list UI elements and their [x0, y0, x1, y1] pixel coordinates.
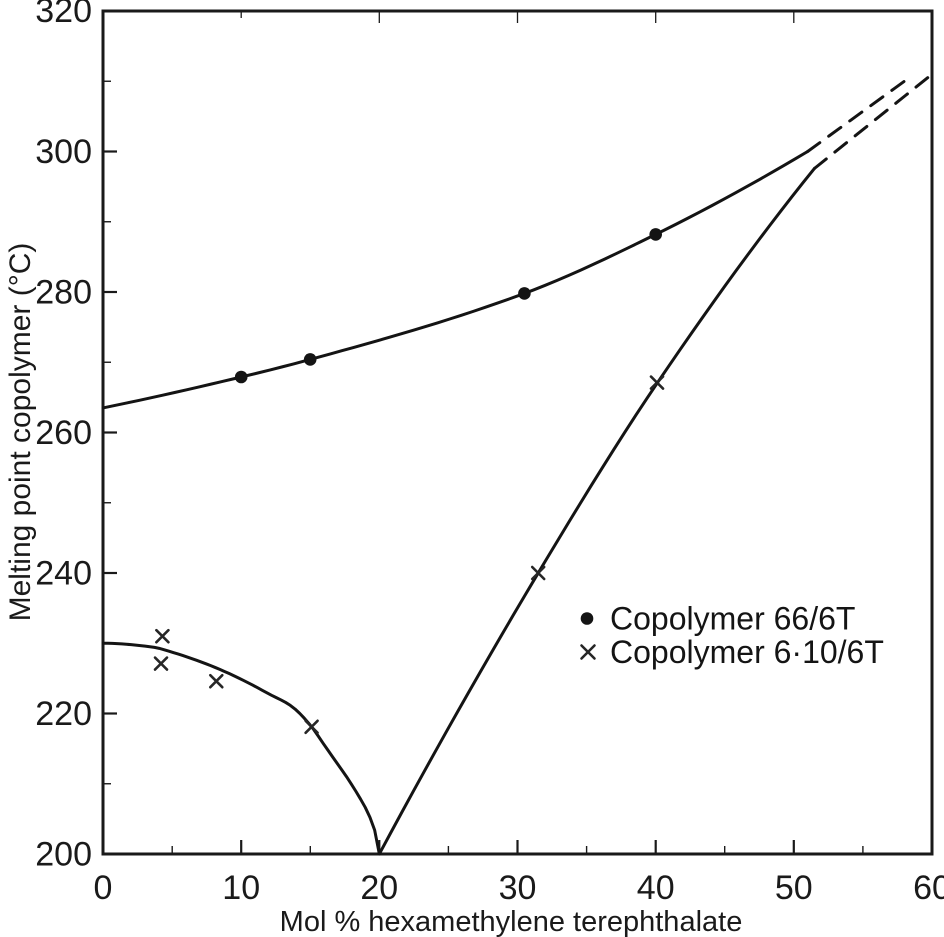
svg-text:50: 50 — [775, 869, 813, 907]
svg-text:20: 20 — [360, 869, 398, 907]
svg-text:40: 40 — [637, 869, 675, 907]
svg-text:300: 300 — [35, 133, 92, 171]
svg-text:280: 280 — [35, 274, 92, 312]
svg-text:0: 0 — [94, 869, 113, 907]
svg-text:200: 200 — [35, 836, 92, 874]
svg-text:Melting point copolymer (°C): Melting point copolymer (°C) — [4, 243, 37, 622]
svg-text:30: 30 — [499, 869, 537, 907]
svg-text:320: 320 — [35, 0, 92, 30]
svg-text:Mol % hexamethylene terephthal: Mol % hexamethylene terephthalate — [280, 906, 743, 937]
svg-text:220: 220 — [35, 695, 92, 733]
svg-text:260: 260 — [35, 414, 92, 452]
svg-text:60: 60 — [913, 869, 944, 907]
svg-text:Copolymer 66/6T: Copolymer 66/6T — [610, 601, 855, 637]
svg-text:Copolymer 6·10/6T: Copolymer 6·10/6T — [610, 634, 884, 670]
svg-text:240: 240 — [35, 555, 92, 593]
svg-text:10: 10 — [222, 869, 260, 907]
